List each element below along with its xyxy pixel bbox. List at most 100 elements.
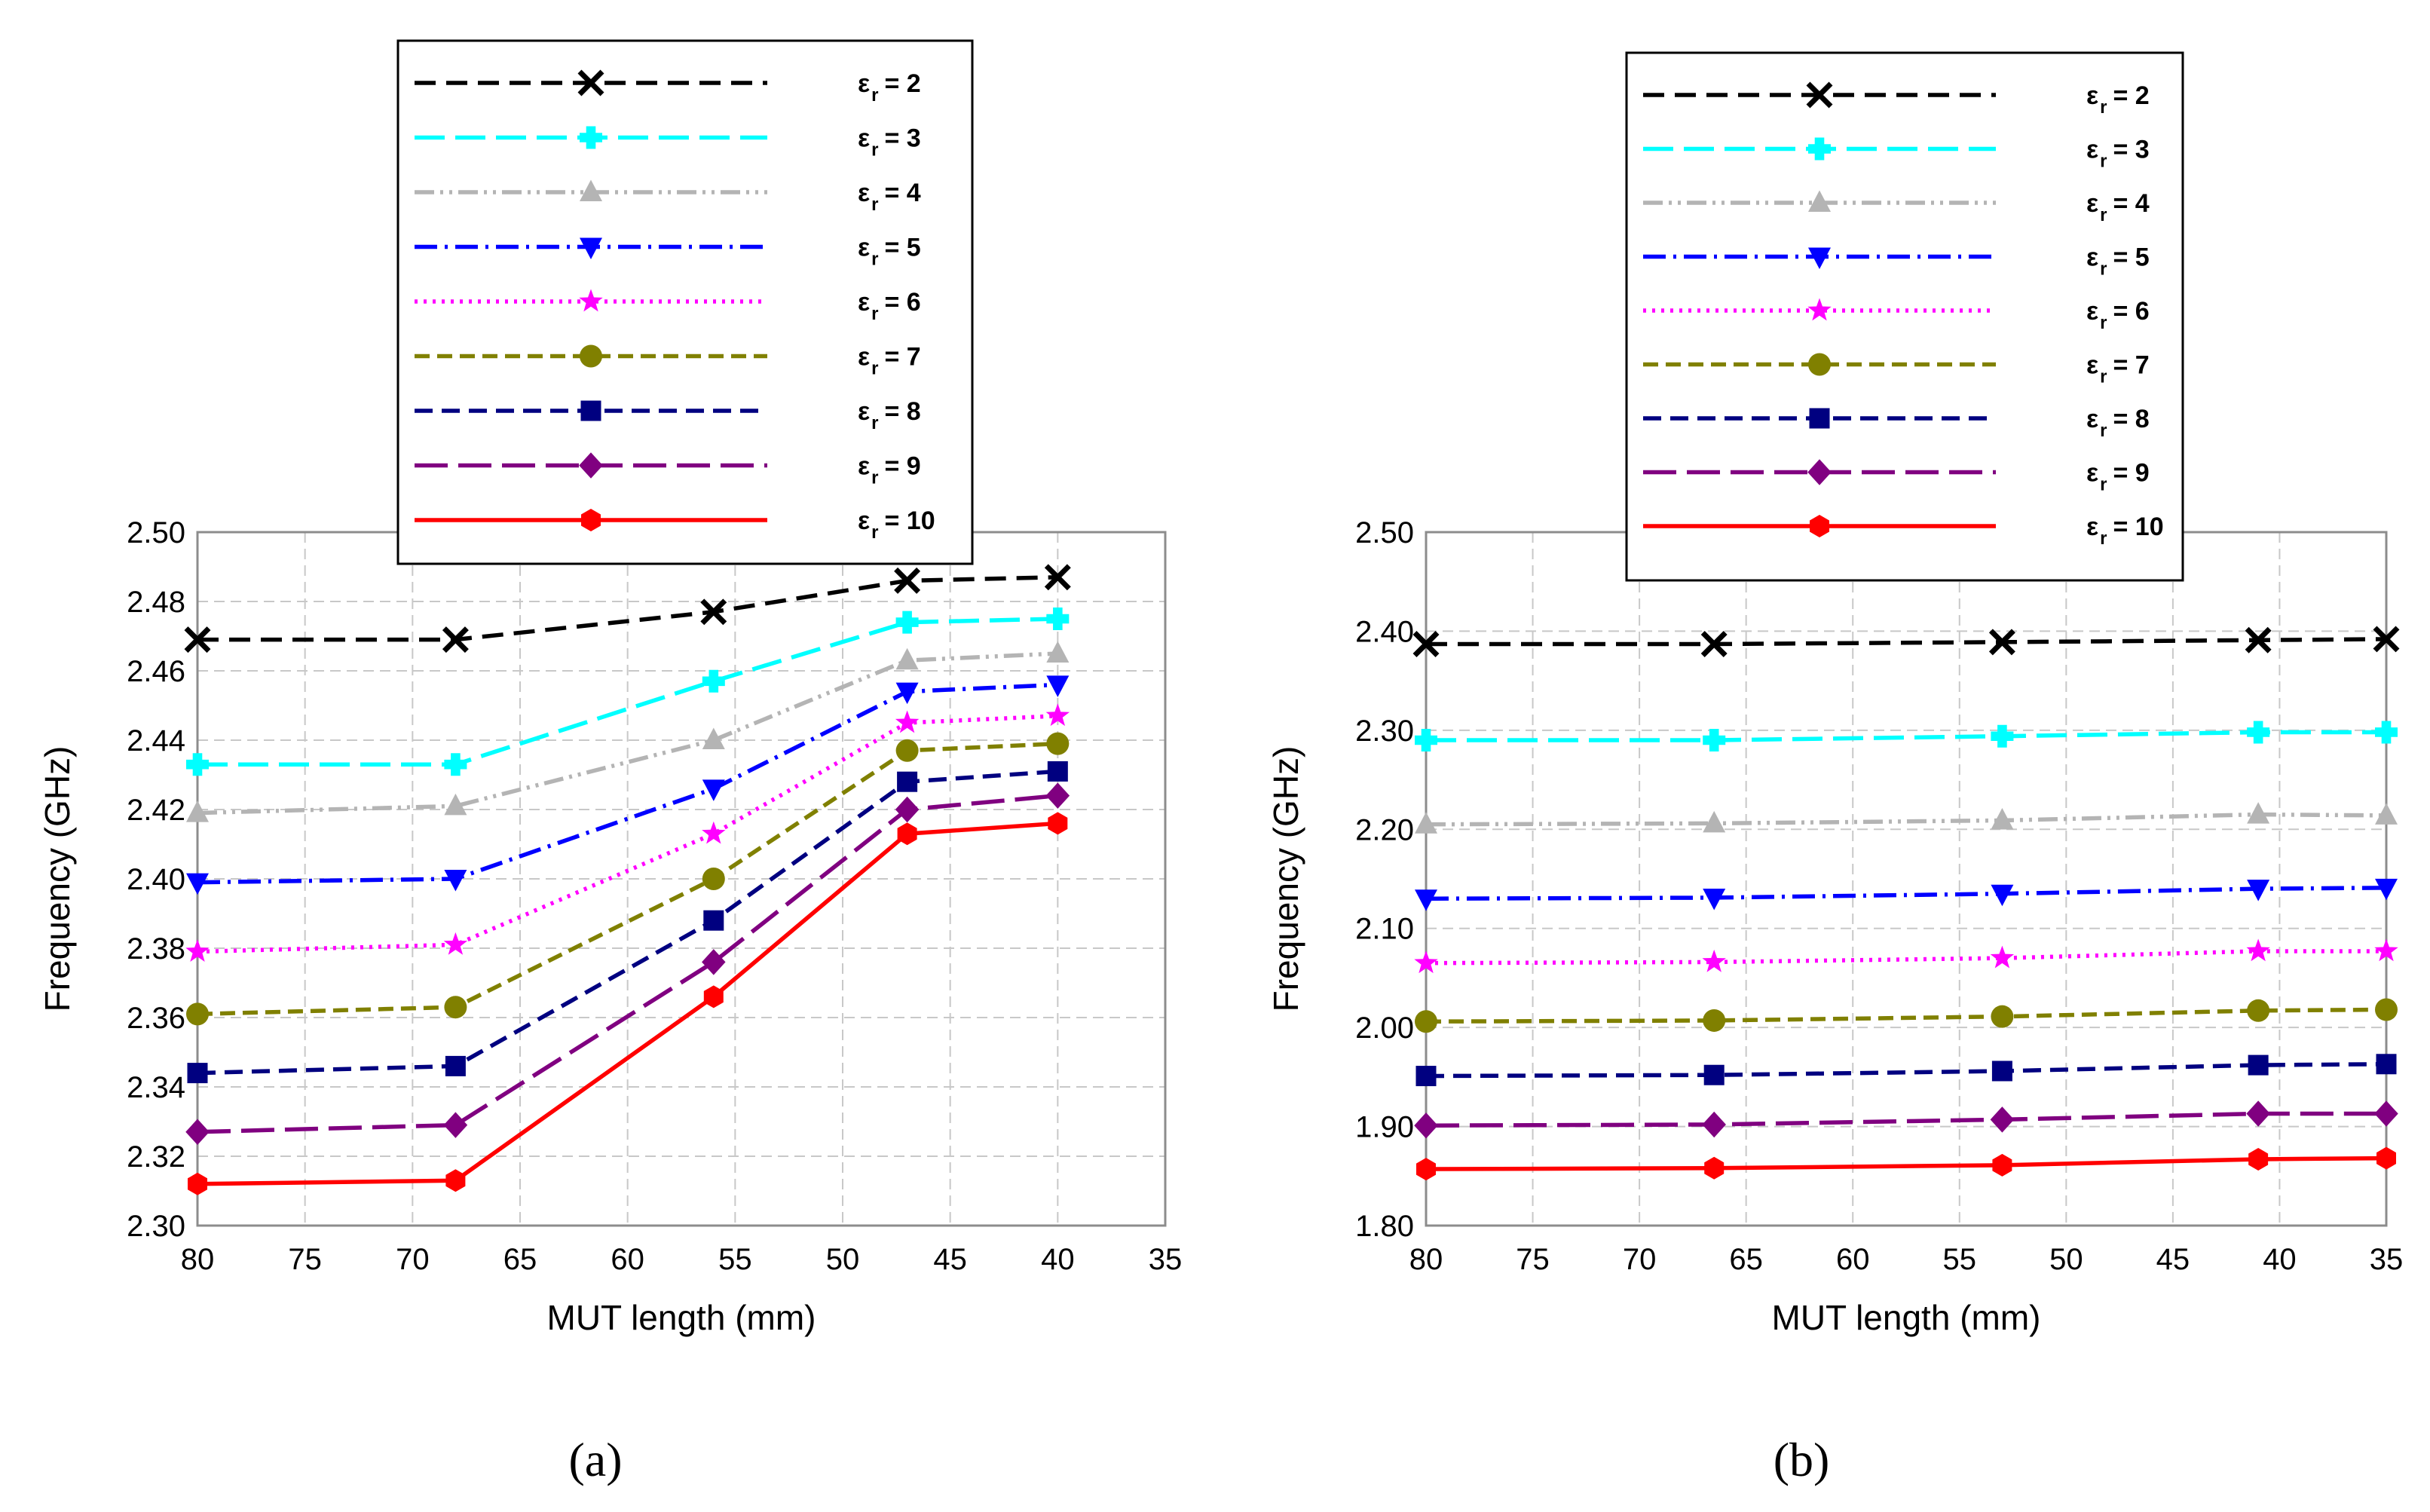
chart-a: 80 75 70 65 60 55 50 45 40 35 2.30 2.32 2.34 2.36 2.38… xyxy=(38,39,1182,1486)
chart-b-data-point xyxy=(1988,629,2015,656)
chart-b-y-tick-label: 2.00 xyxy=(1355,1012,1414,1045)
chart-a-data-point xyxy=(1046,675,1070,697)
chart-b-series-9 xyxy=(1416,1146,2396,1181)
chart-b-x-tick-label: 65 xyxy=(1729,1243,1763,1276)
chart-a-series-7 xyxy=(187,761,1068,1084)
chart-b-y-tick-label: 2.40 xyxy=(1355,615,1414,648)
chart-b-data-point xyxy=(2375,998,2398,1021)
chart-a-y-tick-label: 2.36 xyxy=(127,1002,185,1035)
chart-a-data-point xyxy=(1044,564,1071,591)
chart-b-data-point xyxy=(2248,1054,2269,1076)
chart-a-legend-entry: εr = 3 xyxy=(415,124,921,161)
chart-b-data-point xyxy=(1415,812,1437,834)
chart-b-data-point xyxy=(2375,803,2398,825)
chart-a-data-point xyxy=(444,793,467,816)
chart-b-legend-entry: εr = 6 xyxy=(1643,297,2150,333)
chart-b-legend-marker xyxy=(1809,408,1830,429)
chart-b-data-point xyxy=(1992,1153,2012,1177)
chart-a-data-point xyxy=(185,1119,210,1146)
chart-b-legend-box xyxy=(1625,51,2184,582)
chart-a-legend-label: εr = 7 xyxy=(858,343,921,379)
chart-a-legend-entry: εr = 7 xyxy=(415,343,921,379)
chart-b-legend-entry: εr = 3 xyxy=(1643,136,2150,172)
chart-b-y-tick-label: 1.90 xyxy=(1355,1111,1414,1144)
chart-b-data-point xyxy=(1991,1061,2012,1082)
chart-a-series-9 xyxy=(188,812,1068,1195)
chart-b-data-point xyxy=(1415,1010,1437,1033)
chart-a-x-tick-label: 75 xyxy=(288,1243,322,1276)
chart-b-legend-marker xyxy=(1807,459,1832,485)
chart-a-series-3 xyxy=(186,641,1070,822)
chart-a-data-point xyxy=(1045,703,1070,727)
chart-a-legend-marker xyxy=(580,237,602,259)
chart-a-y-tick-label: 2.38 xyxy=(127,932,185,966)
chart-b-data-point xyxy=(2247,880,2270,901)
chart-b-series-2 xyxy=(1415,721,2398,751)
chart-a-data-point xyxy=(1045,782,1070,809)
chart-a-data-point xyxy=(188,1172,207,1195)
chart-a-data-point xyxy=(702,669,725,693)
chart-b-x-axis-title: MUT length (mm) xyxy=(1772,1298,2041,1337)
chart-b-legend-label: εr = 7 xyxy=(2086,351,2150,387)
chart-a-x-axis-title: MUT length (mm) xyxy=(547,1298,816,1337)
chart-a-data-point xyxy=(443,932,468,955)
chart-a-legend-label: εr = 4 xyxy=(858,179,921,215)
chart-a-data-point xyxy=(895,647,919,670)
chart-a-legend-label: εr = 6 xyxy=(858,288,921,324)
chart-a-y-tick-label: 2.30 xyxy=(127,1210,185,1243)
chart-a-data-point xyxy=(702,868,725,890)
chart-b-x-tick-label: 50 xyxy=(2049,1243,2083,1276)
chart-a-data-point xyxy=(187,1063,208,1084)
chart-a-x-tick-label: 40 xyxy=(1041,1243,1075,1276)
chart-a-data-point xyxy=(443,1112,468,1138)
chart-b-data-point xyxy=(1414,950,1438,974)
chart-b-x-tick-label: 45 xyxy=(2156,1243,2190,1276)
chart-a-x-tick-label: 50 xyxy=(826,1243,860,1276)
chart-a-data-point xyxy=(895,796,920,823)
chart-a-data-point xyxy=(1048,812,1068,835)
chart-b-legend-label: εr = 10 xyxy=(2086,513,2164,549)
chart-b-x-tick-label: 80 xyxy=(1409,1243,1443,1276)
chart-a-legend-entry: εr = 9 xyxy=(415,452,921,488)
chart-a-legend-marker xyxy=(579,452,603,479)
chart-b-series-6 xyxy=(1415,998,2398,1033)
chart-a-series-line xyxy=(197,714,1058,954)
chart-b-series-8 xyxy=(1414,1100,2398,1139)
chart-b-plot-area xyxy=(1426,532,2386,1226)
chart-b-x-tick-label: 35 xyxy=(2370,1243,2404,1276)
chart-b-data-point xyxy=(1700,631,1728,657)
chart-b-legend-marker xyxy=(1807,298,1832,321)
chart-a-data-point xyxy=(895,710,920,733)
chart-a-legend-box xyxy=(396,39,974,565)
chart-b-data-point xyxy=(1991,724,2014,748)
chart-b-data-point xyxy=(2374,1100,2398,1127)
chart-a-data-point xyxy=(444,996,467,1019)
chart-b-data-point xyxy=(2246,1100,2270,1127)
chart-b-data-point xyxy=(1703,888,1726,911)
chart-b-legend-entry: εr = 9 xyxy=(1643,459,2150,495)
chart-a-series-4 xyxy=(186,675,1070,895)
chart-a-data-point xyxy=(703,985,724,1009)
chart-a-y-tick-label: 2.32 xyxy=(127,1140,185,1174)
chart-b-legend-marker xyxy=(1808,353,1831,376)
chart-a-x-tick-label: 60 xyxy=(611,1243,644,1276)
chart-a-x-tick-label: 55 xyxy=(718,1243,752,1276)
chart-b-legend-entry: εr = 10 xyxy=(1643,513,2164,549)
chart-a-legend-marker xyxy=(581,509,601,531)
chart-b-legend-marker xyxy=(1810,515,1829,537)
chart-a-data-point xyxy=(186,800,209,822)
chart-a-legend-entry: εr = 5 xyxy=(415,234,921,270)
chart-a-data-point xyxy=(186,873,209,895)
chart-b-legend-marker xyxy=(1806,81,1833,109)
chart-a-data-point xyxy=(1046,608,1070,630)
chart-a-legend-entry: εr = 4 xyxy=(415,179,921,215)
chart-b-legend-marker xyxy=(1808,137,1831,161)
chart-a-data-point xyxy=(897,771,918,792)
chart-b-data-point xyxy=(1415,1066,1437,1087)
chart-a-legend-marker xyxy=(580,126,602,149)
chart-a-series-6 xyxy=(186,732,1070,1026)
chart-b-legend-label: εr = 4 xyxy=(2086,189,2150,225)
chart-b-legend-label: εr = 6 xyxy=(2086,297,2150,333)
chart-b-panel-label: (b) xyxy=(1774,1433,1830,1486)
chart-b-data-point xyxy=(1702,1111,1726,1138)
